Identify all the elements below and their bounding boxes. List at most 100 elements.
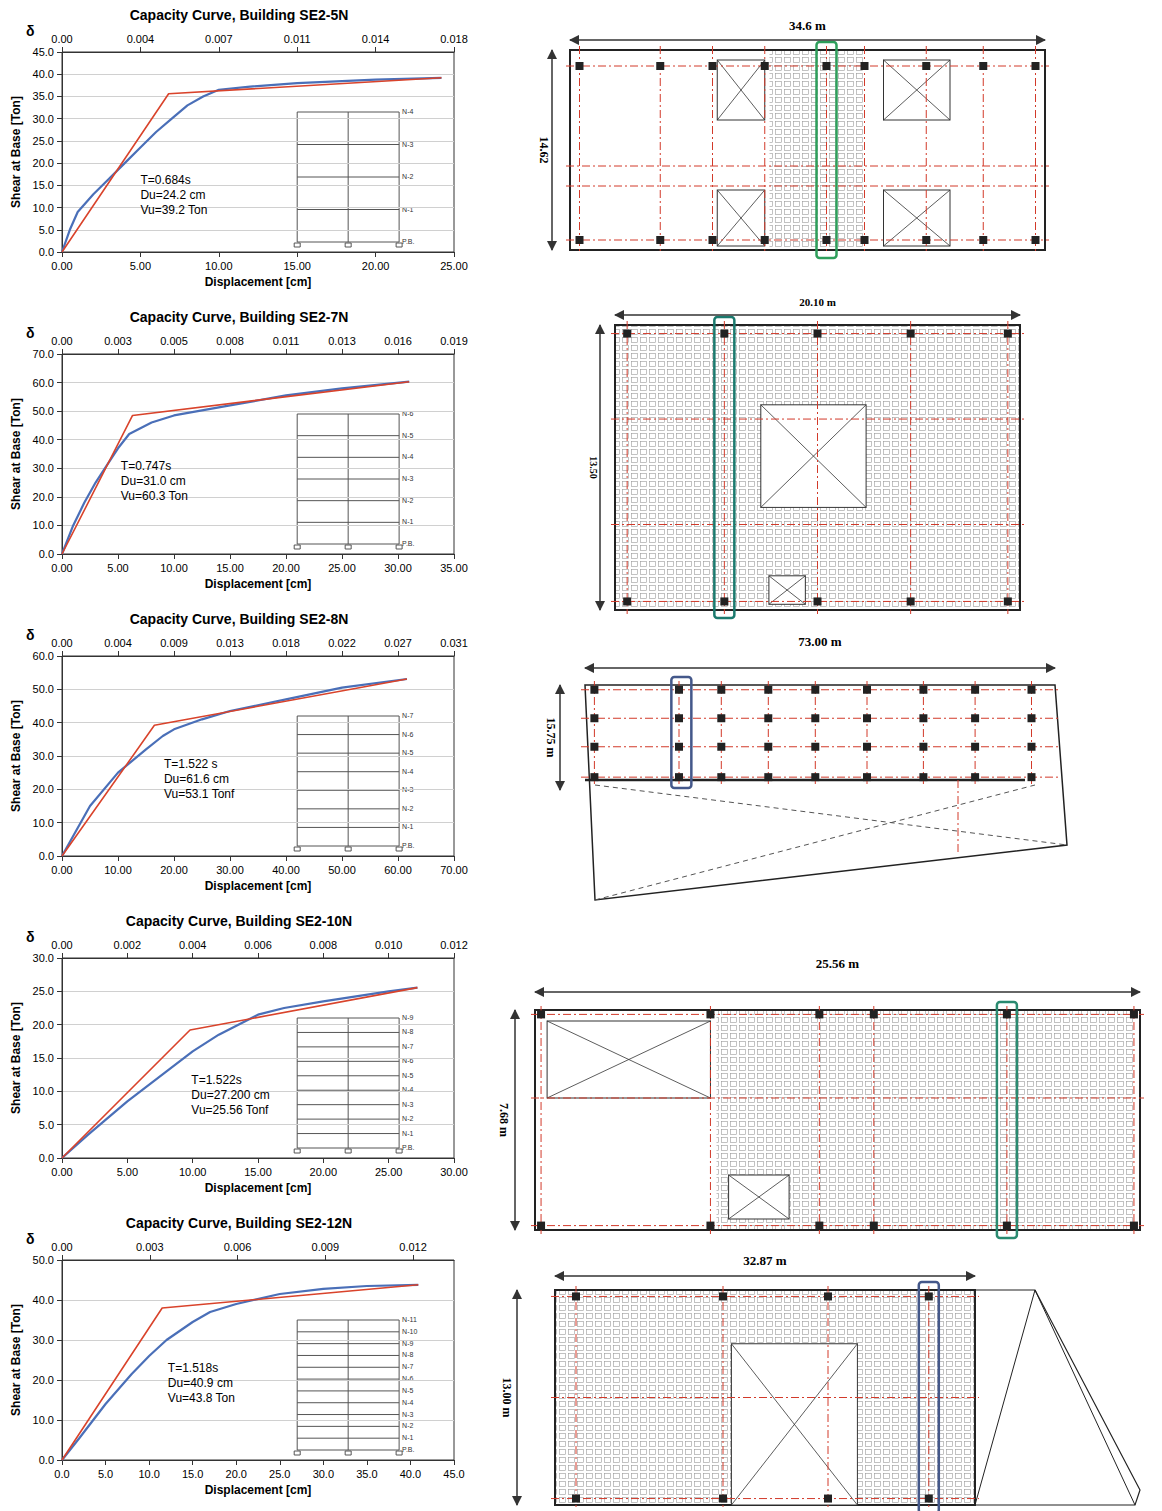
svg-text:40.0: 40.0 [33,68,54,80]
svg-text:60.00: 60.00 [384,864,412,876]
svg-text:25.00: 25.00 [440,260,468,272]
svg-text:0.004: 0.004 [179,939,207,951]
svg-text:P.B.: P.B. [402,238,414,245]
svg-text:25.00: 25.00 [328,562,356,574]
svg-text:N-4: N-4 [402,108,413,115]
svg-text:0.011: 0.011 [284,33,311,45]
svg-text:10.0: 10.0 [33,817,54,829]
svg-text:15.0: 15.0 [182,1468,203,1480]
svg-text:40.0: 40.0 [400,1468,421,1480]
svg-text:N-1: N-1 [402,823,413,830]
svg-text:10.0: 10.0 [33,519,54,531]
svg-text:0.009: 0.009 [160,637,188,649]
svg-text:0.0: 0.0 [39,548,54,560]
svg-text:10.00: 10.00 [205,260,233,272]
svg-text:20.00: 20.00 [160,864,188,876]
svg-text:Vu=39.2 Ton: Vu=39.2 Ton [140,203,207,217]
svg-text:Displacement [cm]: Displacement [cm] [205,577,312,591]
svg-text:35.0: 35.0 [33,90,54,102]
svg-text:0.031: 0.031 [440,637,468,649]
svg-text:10.0: 10.0 [33,1085,54,1097]
svg-text:δ: δ [26,627,35,643]
svg-text:Shear at Base [Ton]: Shear at Base [Ton] [9,96,23,208]
svg-text:Du=24.2 cm: Du=24.2 cm [140,188,205,202]
svg-text:Capacity Curve, Building SE2-5: Capacity Curve, Building SE2-5N [130,7,349,23]
svg-text:N-3: N-3 [402,475,413,482]
svg-text:10.00: 10.00 [179,1166,207,1178]
svg-text:40.00: 40.00 [272,864,300,876]
svg-text:15.75 m: 15.75 m [544,718,558,758]
svg-text:15.0: 15.0 [33,179,54,191]
svg-text:N-7: N-7 [402,712,413,719]
svg-text:20.00: 20.00 [362,260,390,272]
svg-text:N-2: N-2 [402,1115,413,1122]
svg-text:Vu=53.1 Tonf: Vu=53.1 Tonf [164,787,235,801]
svg-text:Vu=60.3 Ton: Vu=60.3 Ton [121,489,188,503]
svg-text:0.019: 0.019 [440,335,468,347]
svg-text:13.50: 13.50 [588,456,599,479]
svg-text:Vu=43.8 Ton: Vu=43.8 Ton [168,1391,235,1405]
svg-text:15.00: 15.00 [216,562,244,574]
svg-text:N-10: N-10 [402,1328,417,1335]
svg-text:Capacity Curve, Building SE2-8: Capacity Curve, Building SE2-8N [130,611,349,627]
svg-text:0.003: 0.003 [104,335,132,347]
svg-text:0.0: 0.0 [39,246,54,258]
svg-text:5.0: 5.0 [39,1119,54,1131]
svg-text:P.B.: P.B. [402,1446,414,1453]
svg-text:N-5: N-5 [402,432,413,439]
svg-text:25.56 m: 25.56 m [816,956,860,971]
svg-text:N-5: N-5 [402,1387,413,1394]
svg-text:14.62: 14.62 [537,137,551,164]
svg-text:5.00: 5.00 [107,562,128,574]
svg-text:0.006: 0.006 [244,939,272,951]
svg-text:δ: δ [26,929,35,945]
svg-text:0.012: 0.012 [440,939,468,951]
svg-text:0.00: 0.00 [51,335,72,347]
svg-text:0.012: 0.012 [399,1241,427,1253]
svg-text:P.B.: P.B. [402,540,414,547]
svg-text:Capacity Curve, Building SE2-1: Capacity Curve, Building SE2-10N [126,913,352,929]
svg-text:0.00: 0.00 [51,864,72,876]
svg-text:10.00: 10.00 [104,864,132,876]
svg-text:N-7: N-7 [402,1043,413,1050]
svg-text:10.00: 10.00 [160,562,188,574]
svg-text:0.002: 0.002 [114,939,142,951]
svg-text:20.00: 20.00 [272,562,300,574]
svg-text:40.0: 40.0 [33,434,54,446]
svg-text:0.00: 0.00 [51,1166,72,1178]
svg-text:Capacity Curve, Building SE2-7: Capacity Curve, Building SE2-7N [130,309,349,325]
svg-text:Shear at Base [Ton]: Shear at Base [Ton] [9,1304,23,1416]
svg-text:0.018: 0.018 [440,33,468,45]
svg-text:N-8: N-8 [402,1351,413,1358]
svg-text:20.0: 20.0 [33,1374,54,1386]
svg-text:30.0: 30.0 [33,1334,54,1346]
svg-text:0.0: 0.0 [39,850,54,862]
svg-text:0.00: 0.00 [51,260,72,272]
svg-text:Displacement [cm]: Displacement [cm] [205,1483,312,1497]
svg-text:45.0: 45.0 [33,46,54,58]
svg-text:0.013: 0.013 [216,637,244,649]
svg-text:Capacity Curve, Building SE2-1: Capacity Curve, Building SE2-12N [126,1215,352,1231]
svg-text:Displacement [cm]: Displacement [cm] [205,1181,312,1195]
svg-text:30.00: 30.00 [384,562,412,574]
svg-text:0.011: 0.011 [273,335,300,347]
svg-text:0.00: 0.00 [51,562,72,574]
svg-text:20.00: 20.00 [310,1166,338,1178]
svg-text:20.0: 20.0 [33,157,54,169]
svg-text:0.009: 0.009 [312,1241,340,1253]
svg-text:20.0: 20.0 [226,1468,247,1480]
svg-text:20.0: 20.0 [33,783,54,795]
svg-text:20.10 m: 20.10 m [799,296,836,308]
svg-text:N-8: N-8 [402,1028,413,1035]
svg-text:7.68 m: 7.68 m [497,1103,511,1137]
svg-text:N-2: N-2 [402,173,413,180]
svg-text:N-4: N-4 [402,1086,413,1093]
svg-text:0.008: 0.008 [310,939,338,951]
svg-text:T=0.747s: T=0.747s [121,459,171,473]
svg-text:N-3: N-3 [402,1411,413,1418]
svg-text:50.00: 50.00 [328,864,356,876]
svg-text:0.014: 0.014 [362,33,390,45]
svg-text:N-6: N-6 [402,1375,413,1382]
svg-text:0.010: 0.010 [375,939,403,951]
svg-text:50.0: 50.0 [33,1254,54,1266]
